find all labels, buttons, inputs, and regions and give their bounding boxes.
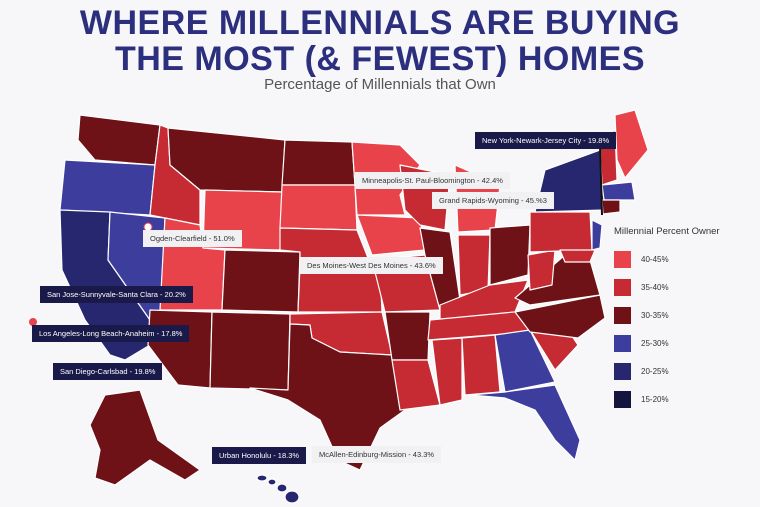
state-new-mexico[interactable] [209, 311, 291, 391]
city-label-los-angeles: Los Angeles-Long Beach-Anaheim - 17.8% [32, 325, 190, 342]
state-connecticut[interactable] [601, 199, 621, 215]
legend-row: 15-20% [614, 389, 754, 409]
state-west-virginia[interactable] [527, 249, 556, 291]
city-label-des-moines: Des Moines-West Des Moines - 43.6% [300, 257, 443, 274]
legend: Millennial Percent Owner 40-45% 35-40% 3… [614, 226, 754, 417]
title-line-1: WHERE MILLENNIALS ARE BUYING [79, 4, 681, 42]
legend-label: 15-20% [641, 394, 669, 404]
state-iowa[interactable] [356, 214, 426, 256]
legend-row: 25-30% [614, 333, 754, 353]
title-line-2: THE MOST (& FEWEST) HOMES [114, 40, 646, 78]
state-oregon[interactable] [59, 159, 156, 216]
state-pennsylvania[interactable] [529, 211, 593, 253]
city-label-honolulu: Urban Honolulu - 18.3% [212, 447, 307, 464]
legend-row: 20-25% [614, 361, 754, 381]
state-mississippi[interactable] [431, 337, 463, 406]
legend-swatch [614, 278, 631, 296]
legend-swatch [614, 250, 631, 268]
state-ohio[interactable] [489, 224, 531, 286]
state-colorado[interactable] [221, 249, 301, 313]
state-georgia[interactable] [494, 329, 556, 393]
legend-label: 40-45% [641, 254, 669, 264]
state-alaska[interactable] [89, 389, 201, 486]
state-hawaii[interactable] [256, 474, 300, 504]
city-label-grand-rapids: Grand Rapids-Wyoming - 45.%3 [432, 192, 554, 209]
city-label-nyc: New York-Newark-Jersey City - 19.8% [475, 132, 617, 149]
legend-swatch [614, 306, 631, 324]
legend-swatch [614, 334, 631, 352]
city-label-ogden: Ogden-Clearfield - 51.0% [143, 230, 242, 247]
state-maine[interactable] [614, 109, 649, 179]
state-indiana[interactable] [457, 234, 491, 296]
legend-label: 30-35% [641, 310, 669, 320]
legend-label: 25-30% [641, 338, 669, 348]
state-louisiana[interactable] [391, 359, 441, 411]
city-label-mcallen: McAllen-Edinburg-Mission - 43.3% [312, 446, 442, 463]
legend-label: 20-25% [641, 366, 669, 376]
state-arkansas[interactable] [384, 311, 431, 361]
state-florida[interactable] [469, 384, 581, 461]
state-new-jersey[interactable] [591, 219, 603, 251]
legend-row: 35-40% [614, 277, 754, 297]
city-label-san-jose: San Jose-Sunnyvale-Santa Clara - 20.2% [40, 286, 193, 303]
legend-swatch [614, 362, 631, 380]
state-massachusetts[interactable] [601, 181, 636, 201]
state-maryland[interactable] [559, 249, 596, 263]
city-label-san-diego: San Diego-Carlsbad - 19.8% [53, 363, 163, 380]
state-texas[interactable] [249, 323, 409, 471]
legend-title: Millennial Percent Owner [614, 226, 720, 237]
state-south-dakota[interactable] [279, 184, 358, 231]
state-washington[interactable] [77, 114, 161, 166]
legend-label: 35-40% [641, 282, 669, 292]
nyc-pointer-line [599, 144, 603, 216]
legend-row: 40-45% [614, 249, 754, 269]
city-label-minneapolis: Minneapolis-St. Paul-Bloomington - 42.4% [355, 172, 510, 189]
state-virginia[interactable] [514, 254, 601, 306]
state-north-dakota[interactable] [281, 139, 356, 186]
state-alabama[interactable] [461, 334, 501, 396]
subtitle: Percentage of Millennials that Own [264, 76, 496, 93]
la-star-icon [29, 318, 37, 326]
legend-row: 30-35% [614, 305, 754, 325]
legend-swatch [614, 390, 631, 408]
state-north-carolina[interactable] [514, 294, 606, 339]
